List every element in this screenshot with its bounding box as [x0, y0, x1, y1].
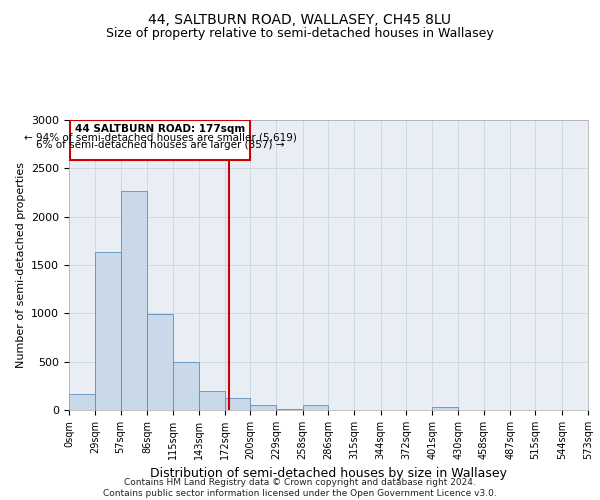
Bar: [302, 404, 328, 410]
Bar: [95, 252, 121, 410]
Text: 44, SALTBURN ROAD, WALLASEY, CH45 8LU: 44, SALTBURN ROAD, WALLASEY, CH45 8LU: [149, 12, 452, 26]
Bar: [121, 190, 147, 410]
Text: Size of property relative to semi-detached houses in Wallasey: Size of property relative to semi-detach…: [106, 28, 494, 40]
Bar: [432, 406, 458, 410]
Y-axis label: Number of semi-detached properties: Number of semi-detached properties: [16, 162, 26, 368]
Bar: [225, 398, 250, 410]
Bar: [70, 120, 250, 160]
Bar: [199, 390, 225, 410]
Text: 44 SALTBURN ROAD: 177sqm: 44 SALTBURN ROAD: 177sqm: [75, 124, 245, 134]
Text: 6% of semi-detached houses are larger (357) →: 6% of semi-detached houses are larger (3…: [36, 140, 284, 150]
Text: Contains HM Land Registry data © Crown copyright and database right 2024.
Contai: Contains HM Land Registry data © Crown c…: [103, 478, 497, 498]
Bar: [69, 394, 95, 410]
X-axis label: Distribution of semi-detached houses by size in Wallasey: Distribution of semi-detached houses by …: [150, 468, 507, 480]
Bar: [277, 409, 302, 410]
Text: ← 94% of semi-detached houses are smaller (5,619): ← 94% of semi-detached houses are smalle…: [23, 132, 296, 142]
Bar: [173, 362, 199, 410]
Bar: [250, 404, 277, 410]
Bar: [147, 314, 173, 410]
